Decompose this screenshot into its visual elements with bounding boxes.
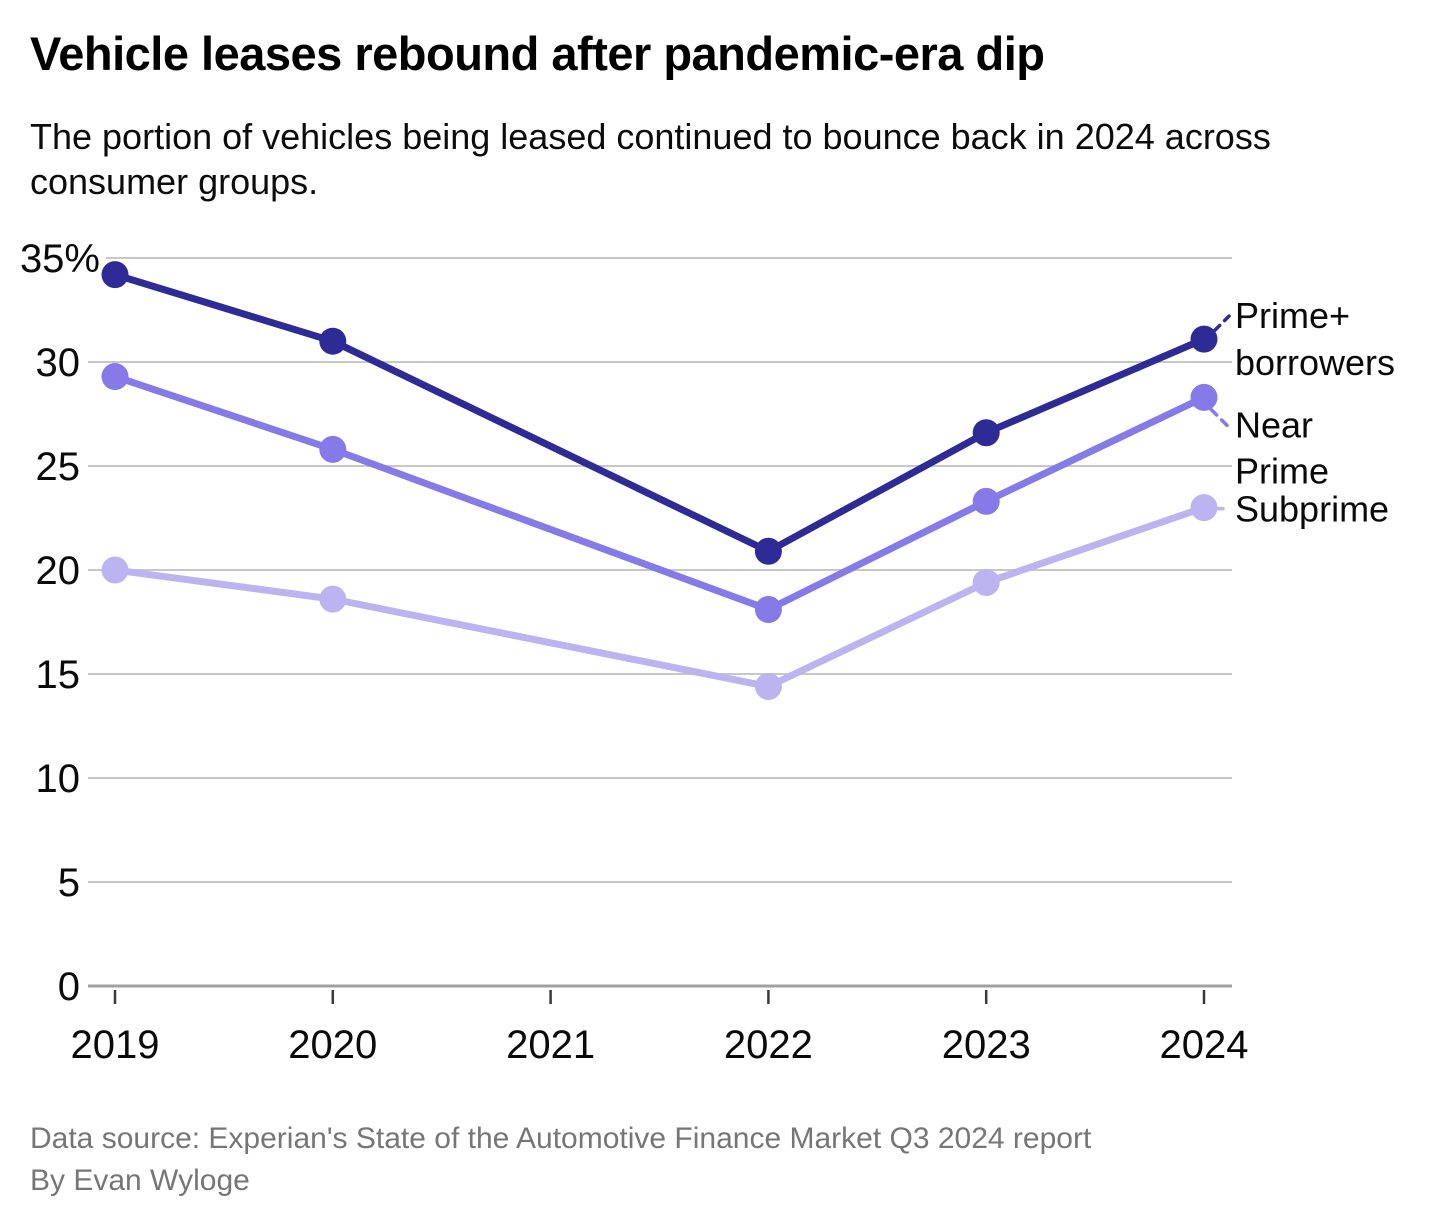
data-point [319, 435, 347, 463]
series-label: Prime [1235, 450, 1329, 491]
y-tick-label: 10 [36, 757, 81, 801]
data-source: Data source: Experian's State of the Aut… [30, 1122, 1092, 1155]
y-tick-label: 30 [36, 341, 81, 385]
data-point [101, 261, 129, 289]
series-label: borrowers [1235, 342, 1395, 383]
series-line-2 [111, 504, 1208, 690]
y-tick-label: 15 [36, 653, 81, 697]
line-chart: 0 5 10 15 20 25 30 35% 2019 2020 2021 2022 2023 2024 S… [0, 237, 1440, 1100]
chart-title: Vehicle leases rebound after pandemic-er… [30, 27, 1045, 80]
data-point [319, 585, 347, 613]
y-tick-label: 35% [20, 240, 100, 281]
data-point [972, 487, 1000, 515]
series-label: Near [1235, 404, 1313, 445]
chart-subtitle: The portion of vehicles being leased con… [30, 116, 1271, 202]
data-point [1190, 383, 1218, 411]
series-line-0 [111, 271, 1208, 555]
x-tick-label: 2022 [724, 1023, 813, 1067]
y-tick-label: 5 [58, 861, 80, 905]
data-point [972, 568, 1000, 596]
series-label: Subprime [1235, 489, 1389, 530]
label-leader-line [1209, 407, 1229, 428]
data-point [754, 672, 782, 700]
data-point [1190, 494, 1218, 522]
label-leader-line [1212, 314, 1231, 333]
y-tick-label: 0 [58, 965, 80, 1009]
x-tick-label: 2019 [71, 1023, 160, 1067]
data-point [1190, 325, 1218, 353]
byline: By Evan Wyloge [30, 1164, 250, 1197]
line-chart-svg: 0 5 10 15 20 25 30 35% 2019 2020 2021 2022 2023 2024 S… [20, 237, 1395, 1067]
data-point [754, 596, 782, 624]
x-tick-label: 2023 [942, 1023, 1031, 1067]
x-tick-label: 2024 [1160, 1023, 1249, 1067]
data-point [101, 556, 129, 584]
chart-footer: Data source: Experian's State of the Aut… [30, 1118, 1091, 1202]
data-point [972, 419, 1000, 447]
x-tick-label: 2021 [506, 1023, 595, 1067]
data-point [754, 537, 782, 565]
y-tick-label: 20 [36, 549, 81, 593]
x-tick-label: 2020 [288, 1023, 377, 1067]
data-point [101, 363, 129, 391]
data-point [319, 327, 347, 355]
y-tick-label: 25 [36, 445, 81, 489]
series-label: Prime+ [1235, 295, 1350, 336]
